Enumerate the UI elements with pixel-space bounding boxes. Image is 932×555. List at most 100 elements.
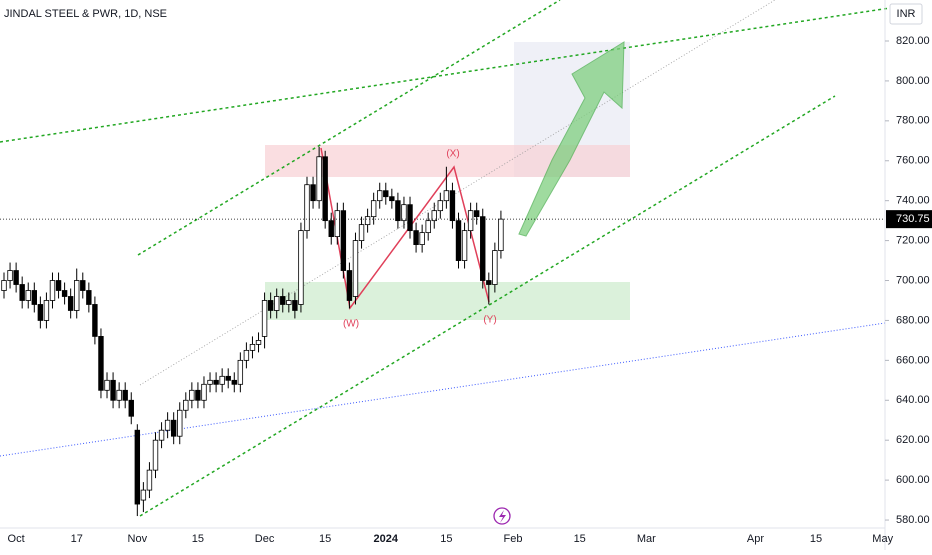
candle-body [292,300,298,311]
chart-title: JINDAL STEEL & PWR, 1D, NSE [4,8,167,20]
candle-body [116,389,122,401]
candle-body [419,232,425,245]
y-tick-label: 680.00 [896,314,930,326]
candle-body [480,216,486,281]
candle-body [455,220,462,261]
candle-body [377,190,383,202]
x-tick-label: May [872,533,893,545]
y-tick-label: 740.00 [896,195,930,207]
candle-body [43,300,50,321]
event-icon [499,510,506,523]
candle-body [346,270,353,301]
candle-body [443,190,450,202]
x-tick-label: Mar [637,533,656,545]
candle-body [183,399,189,411]
candle-body [249,343,256,351]
candle-body [461,230,468,261]
y-tick-label: 780.00 [896,115,930,127]
candle-body [158,429,165,441]
candle-body [237,359,244,385]
trendline [0,7,891,143]
candle-body [370,200,377,218]
candle-body [340,210,347,271]
x-tick-label: 15 [574,533,586,545]
candle-body [473,210,480,218]
support-zone [265,282,630,320]
candle-body [334,210,340,238]
candle-body [201,383,207,401]
x-tick-label: Feb [504,533,523,545]
candle-body [286,300,292,305]
wave-label: (W) [343,319,359,330]
x-tick-label: Nov [128,533,148,545]
candle-body [389,196,395,202]
candle-body [316,156,322,202]
y-tick-label: 700.00 [896,274,930,286]
candle-body [255,339,262,345]
x-tick-label: 15 [192,533,204,545]
x-tick-label: Apr [747,533,764,545]
candle-body [395,200,401,222]
candle-body [98,336,104,391]
currency: INR [897,8,916,20]
candle-body [49,280,56,301]
trendline [137,0,561,256]
candle-body [128,399,134,417]
candle-body [492,250,498,285]
candle-body [1,280,7,291]
candle-body [74,280,80,311]
candle-body [207,379,213,385]
candle-body [61,290,68,297]
candle-body [231,379,237,385]
candle-body [86,290,92,305]
candle-body [80,280,86,291]
candle-body [352,240,359,297]
candle-body [498,218,504,251]
candle-body [328,220,334,238]
candle-body [140,489,147,501]
y-tick-label: 720.00 [896,235,930,247]
candle-body [280,296,286,305]
y-tick-label: 660.00 [896,354,930,366]
x-tick-label: 2024 [374,533,399,545]
y-tick-label: 640.00 [896,394,930,406]
candle-body [449,190,456,222]
y-tick-label: 800.00 [896,75,930,87]
x-tick-label: 15 [440,533,452,545]
candle-body [383,190,389,198]
candle-body [146,469,153,491]
candle-body [92,304,98,337]
candle-body [134,429,141,505]
candle-body [55,280,62,291]
y-tick-label: 760.00 [896,155,930,167]
candle-body [25,290,31,301]
last-price-tag [886,210,932,229]
y-tick-label: 580.00 [896,514,930,526]
wave-label: (Y) [483,315,496,326]
candle-body [37,304,44,321]
candle-body [195,389,201,401]
candle-body [364,216,371,226]
currency-badge [889,3,923,25]
trendline [0,322,886,457]
candle-body [189,389,195,401]
last-price-label: 730.75 [896,213,930,225]
candle-body [273,296,280,311]
candle-body [467,210,474,232]
candle-body [67,296,74,311]
target-arrow [518,41,625,237]
candle-body [170,419,177,437]
candle-body [13,270,19,285]
y-tick-label: 620.00 [896,434,930,446]
candle-body [219,375,225,385]
wave-label: (X) [446,149,459,160]
candle-body [31,290,37,305]
x-tick-label: 15 [810,533,822,545]
candle-body [7,270,13,281]
candle-body [304,184,310,232]
candle-body [110,379,116,401]
candle-body [310,184,316,202]
candle-body [152,439,159,471]
candle-body [177,409,183,437]
candle-body [225,375,231,381]
